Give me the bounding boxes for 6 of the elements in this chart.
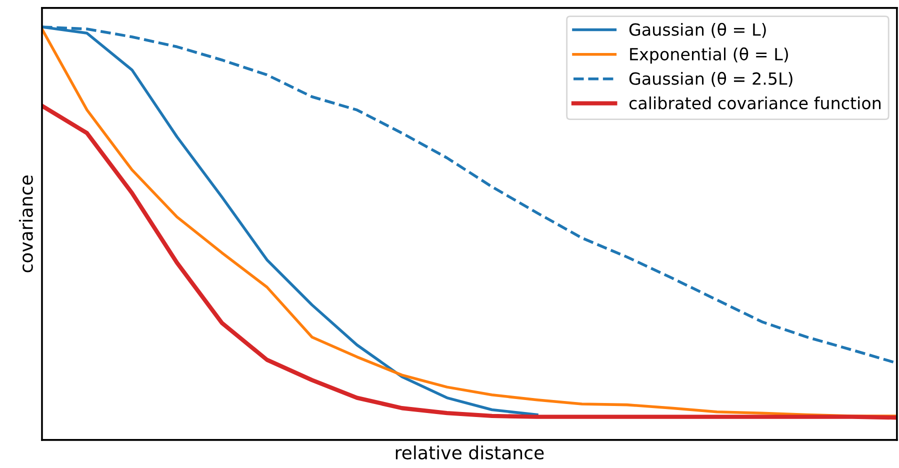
legend-label: Gaussian (θ = 2.5L) bbox=[629, 72, 792, 87]
x-axis-title: relative distance bbox=[396, 445, 544, 460]
y-axis-title: covariance bbox=[18, 176, 33, 272]
legend-label: calibrated covariance function bbox=[629, 96, 881, 110]
legend-label: Gaussian (θ = L) bbox=[629, 22, 766, 38]
legend-label: Exponential (θ = L) bbox=[630, 47, 788, 64]
